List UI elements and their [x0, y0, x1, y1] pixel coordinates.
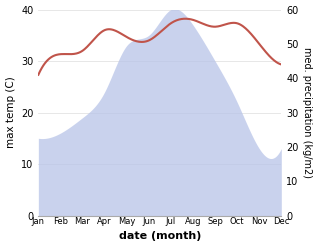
Y-axis label: med. precipitation (kg/m2): med. precipitation (kg/m2): [302, 47, 313, 178]
Y-axis label: max temp (C): max temp (C): [5, 77, 16, 148]
X-axis label: date (month): date (month): [119, 231, 201, 242]
